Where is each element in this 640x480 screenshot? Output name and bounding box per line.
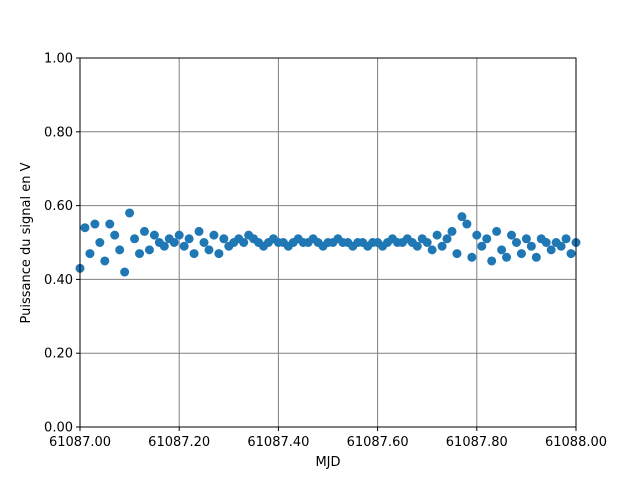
scatter-point bbox=[189, 249, 199, 259]
scatter-point bbox=[507, 230, 517, 240]
scatter-point bbox=[174, 230, 184, 240]
scatter-point bbox=[110, 230, 120, 240]
scatter-point bbox=[422, 238, 432, 247]
scatter-point bbox=[492, 226, 502, 236]
scatter-point bbox=[467, 252, 477, 262]
scatter-point bbox=[452, 249, 462, 259]
scatter-point bbox=[105, 219, 115, 229]
scatter-point bbox=[214, 249, 224, 259]
scatter-point bbox=[516, 249, 526, 259]
scatter-point bbox=[100, 256, 110, 266]
scatter-point bbox=[120, 267, 130, 277]
y-tick-label: 0.20 bbox=[44, 347, 73, 362]
scatter-point bbox=[80, 223, 90, 233]
scatter-point bbox=[139, 226, 149, 236]
scatter-point bbox=[511, 238, 521, 247]
plot-frame bbox=[79, 57, 577, 428]
scatter-point bbox=[502, 252, 512, 262]
y-tick-label: 1.00 bbox=[44, 52, 73, 67]
scatter-point bbox=[412, 241, 422, 251]
scatter-point bbox=[204, 245, 214, 255]
scatter-point bbox=[149, 230, 159, 240]
scatter-point bbox=[546, 245, 556, 255]
y-axis-label: Puissance du signal en V bbox=[19, 162, 34, 323]
scatter-point bbox=[531, 252, 541, 262]
scatter-point bbox=[199, 238, 209, 247]
scatter-point bbox=[541, 238, 551, 247]
y-tick-label: 0.60 bbox=[44, 199, 73, 214]
scatter-point bbox=[169, 238, 179, 247]
y-tick-label: 0.00 bbox=[44, 421, 73, 436]
scatter-point bbox=[482, 234, 492, 244]
scatter-point bbox=[472, 230, 482, 240]
x-tick-label: 61087.00 bbox=[49, 435, 111, 450]
x-tick-label: 61087.80 bbox=[446, 435, 508, 450]
y-tick-label: 0.80 bbox=[44, 125, 73, 140]
scatter-point bbox=[159, 241, 169, 251]
x-axis-label: MJD bbox=[315, 455, 340, 470]
scatter-point bbox=[521, 234, 531, 244]
scatter-point bbox=[566, 249, 576, 259]
x-tick-label: 61088.00 bbox=[545, 435, 607, 450]
scatter-point bbox=[115, 245, 125, 255]
scatter-point bbox=[95, 238, 105, 247]
scatter-point bbox=[442, 234, 452, 244]
scatter-point bbox=[427, 245, 437, 255]
x-tick-label: 61087.60 bbox=[347, 435, 409, 450]
scatter-point bbox=[497, 245, 507, 255]
scatter-point bbox=[219, 234, 229, 244]
x-tick-label: 61087.40 bbox=[247, 435, 309, 450]
scatter-point bbox=[447, 226, 457, 236]
scatter-point bbox=[90, 219, 100, 229]
scatter-point bbox=[477, 241, 487, 251]
scatter-point bbox=[432, 230, 442, 240]
scatter-point bbox=[194, 226, 204, 236]
scatter-point bbox=[209, 230, 219, 240]
scatter-point bbox=[184, 234, 194, 244]
scatter-point bbox=[437, 241, 447, 251]
scatter-point bbox=[556, 241, 566, 251]
scatter-point bbox=[179, 241, 189, 251]
scatter-point bbox=[135, 249, 145, 259]
scatter-point bbox=[462, 219, 472, 229]
scatter-point bbox=[239, 238, 249, 247]
scatter-point bbox=[487, 256, 497, 266]
scatter-point bbox=[130, 234, 140, 244]
y-tick-label: 0.40 bbox=[44, 273, 73, 288]
scatter-point bbox=[85, 249, 95, 259]
scatter-point bbox=[125, 208, 135, 218]
x-tick-label: 61087.20 bbox=[148, 435, 210, 450]
scatter-point bbox=[457, 212, 467, 222]
scatter-point bbox=[526, 241, 536, 251]
scatter-point bbox=[144, 245, 154, 255]
scatter-point bbox=[561, 234, 571, 244]
